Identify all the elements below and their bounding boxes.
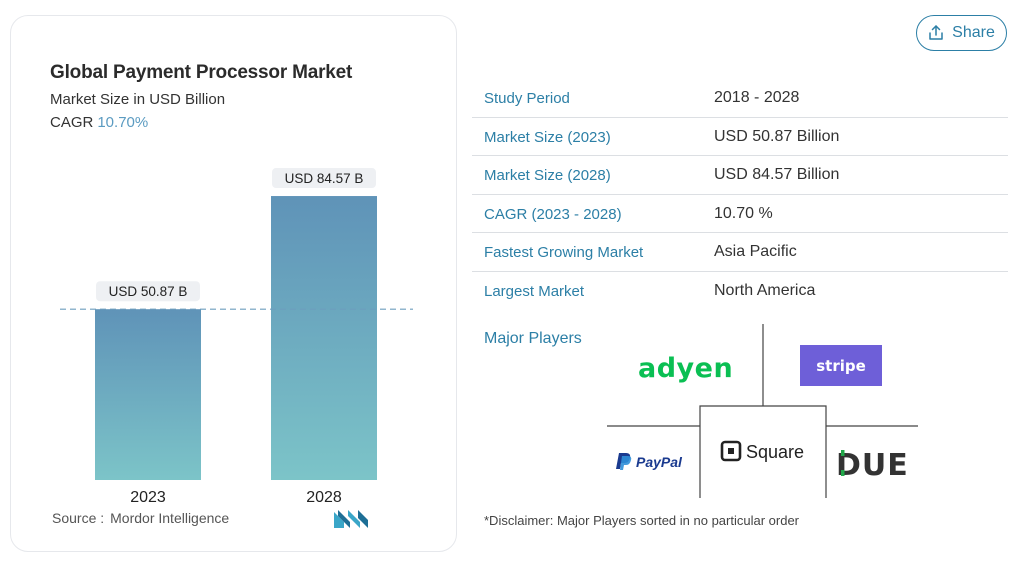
chart-title: Global Payment Processor Market: [50, 62, 353, 83]
logo-paypal-text: PayPal: [636, 454, 683, 470]
cagr-value: 10.70%: [97, 114, 149, 131]
category-label-2023: 2023: [130, 489, 166, 506]
data-label-bg: [272, 168, 376, 189]
logo-due: DUE: [836, 448, 909, 483]
share-label: Share: [952, 24, 995, 41]
info-value: USD 84.57 Billion: [714, 166, 840, 184]
info-value: Asia Pacific: [714, 243, 797, 261]
info-row-cagr: CAGR (2023 - 2028) 10.70 %: [472, 195, 1008, 234]
logo-stripe-badge: [800, 345, 882, 386]
source-name: Mordor Intelligence: [110, 510, 230, 526]
disclaimer-text: *Disclaimer: Major Players sorted in no …: [484, 513, 800, 528]
chart-subtitle: Market Size in USD Billion: [50, 91, 226, 108]
info-row-study-period: Study Period 2018 - 2028: [472, 79, 1008, 118]
bar-2023: [95, 309, 201, 480]
info-value: North America: [714, 281, 816, 299]
info-label: Fastest Growing Market: [484, 244, 644, 262]
logo-adyen: adyen: [638, 353, 733, 384]
logo-square-text: Square: [746, 442, 804, 462]
info-value: USD 50.87 Billion: [714, 127, 840, 145]
info-row-market-size-2028: Market Size (2028) USD 84.57 Billion: [472, 156, 1008, 195]
logo-square: Square: [720, 440, 804, 462]
chart-card: [10, 15, 457, 552]
info-label: Market Size (2023): [484, 128, 611, 146]
grid-center-box: [699, 405, 827, 498]
info-label: Largest Market: [484, 282, 585, 300]
info-row-largest-market: Largest Market North America: [472, 272, 1008, 311]
bar-2028: [271, 196, 377, 480]
source-line: Source : Mordor Intelligence: [52, 510, 229, 526]
bar-chart: USD 50.87 B 2023 USD 84.57 B 2028: [60, 168, 413, 506]
major-players-label: Major Players: [484, 330, 582, 347]
major-players-grid: adyen stripe PayPal Square DUE: [607, 324, 918, 498]
square-mark-icon: [720, 440, 742, 462]
cagr-line: CAGR 10.70%: [50, 114, 148, 131]
info-value: 2018 - 2028: [714, 89, 800, 106]
data-label-2023: USD 50.87 B: [109, 284, 188, 299]
info-label: Market Size (2028): [484, 167, 611, 185]
share-button[interactable]: Share: [916, 15, 1007, 51]
source-label: Source :: [52, 510, 105, 526]
market-info-table: Study Period 2018 - 2028 Market Size (20…: [472, 79, 1008, 311]
info-label: Study Period: [484, 90, 570, 107]
logo-stripe: stripe: [816, 357, 866, 375]
info-value: 10.70 %: [714, 204, 773, 222]
share-icon: [929, 25, 943, 40]
cagr-label: CAGR: [50, 114, 94, 131]
data-label-2028: USD 84.57 B: [285, 171, 364, 186]
info-row-fastest-growing: Fastest Growing Market Asia Pacific: [472, 233, 1008, 272]
info-row-market-size-2023: Market Size (2023) USD 50.87 Billion: [472, 118, 1008, 157]
due-accent-icon: [841, 450, 845, 456]
logo-due-text: DUE: [836, 448, 909, 483]
info-label: CAGR (2023 - 2028): [484, 205, 622, 223]
category-label-2028: 2028: [306, 489, 342, 506]
logo-paypal: PayPal: [616, 453, 683, 470]
data-label-bg: [96, 281, 200, 302]
mordor-intelligence-logo: [334, 510, 368, 528]
